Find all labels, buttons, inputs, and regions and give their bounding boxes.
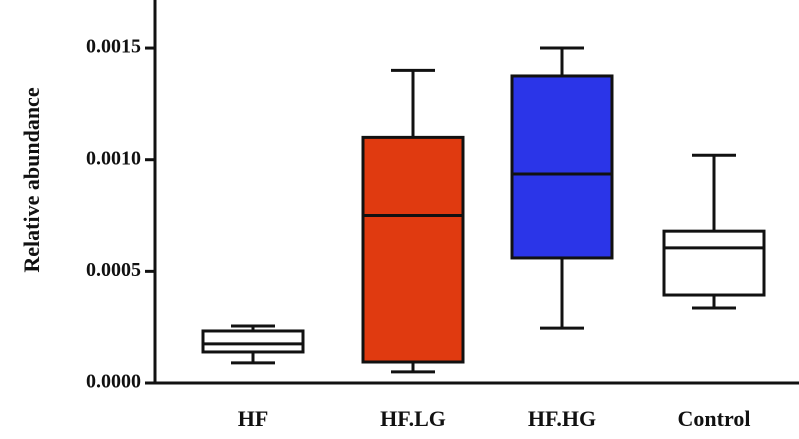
y-tick-label: 0.0010 [86, 147, 141, 169]
box [510, 74, 614, 260]
y-tick-label: 0.0005 [86, 259, 141, 281]
x-tick-label: Control [678, 406, 751, 431]
y-tick-label: 0.0015 [86, 36, 141, 58]
x-tick-label: HF.HG [528, 406, 596, 431]
box [201, 329, 305, 354]
box [662, 229, 766, 297]
y-axis-label: Relative abundance [19, 87, 44, 272]
box [361, 135, 465, 364]
x-tick-label: HF [238, 406, 269, 431]
x-tick-label: HF.LG [380, 406, 446, 431]
y-tick-label: 0.0000 [86, 371, 141, 393]
